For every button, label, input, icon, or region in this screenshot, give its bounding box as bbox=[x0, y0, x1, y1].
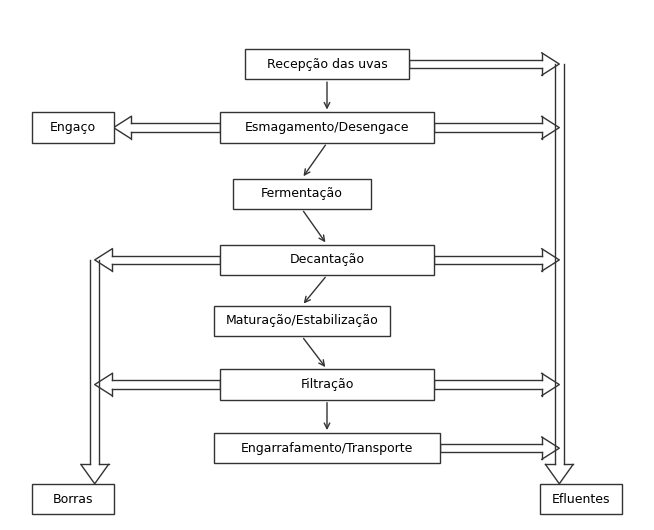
Text: Borras: Borras bbox=[52, 492, 93, 506]
Text: Efluentes: Efluentes bbox=[552, 492, 611, 506]
FancyBboxPatch shape bbox=[245, 49, 409, 80]
Text: Engarrafamento/Transporte: Engarrafamento/Transporte bbox=[241, 441, 413, 455]
Text: Maturação/Estabilização: Maturação/Estabilização bbox=[226, 314, 378, 328]
Text: Recepção das uvas: Recepção das uvas bbox=[267, 58, 387, 70]
FancyBboxPatch shape bbox=[32, 112, 114, 143]
FancyBboxPatch shape bbox=[220, 112, 434, 143]
Text: Fermentação: Fermentação bbox=[261, 187, 343, 200]
Text: Esmagamento/Desengace: Esmagamento/Desengace bbox=[245, 121, 409, 134]
FancyBboxPatch shape bbox=[214, 306, 390, 336]
FancyBboxPatch shape bbox=[214, 433, 440, 463]
FancyBboxPatch shape bbox=[220, 369, 434, 400]
FancyBboxPatch shape bbox=[233, 179, 371, 209]
Text: Filtração: Filtração bbox=[300, 378, 354, 391]
Text: Decantação: Decantação bbox=[290, 253, 364, 267]
FancyBboxPatch shape bbox=[540, 484, 622, 514]
Text: Engaço: Engaço bbox=[50, 121, 95, 134]
FancyBboxPatch shape bbox=[220, 245, 434, 275]
FancyBboxPatch shape bbox=[32, 484, 114, 514]
